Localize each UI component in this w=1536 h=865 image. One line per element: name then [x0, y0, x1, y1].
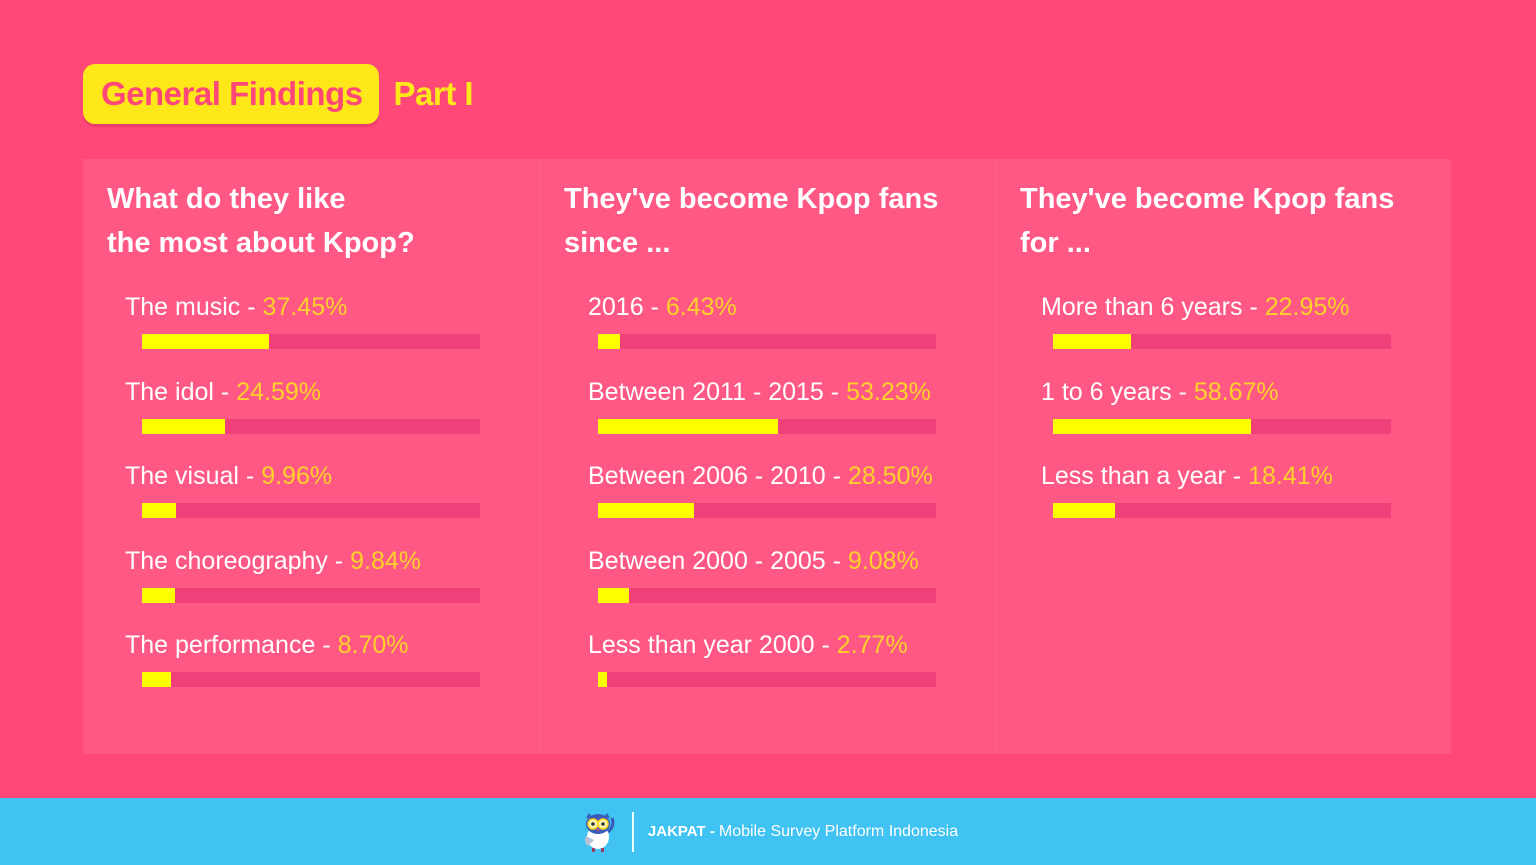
bar-track	[142, 672, 480, 687]
bar-item: The music - 37.45%	[125, 292, 525, 349]
bar-fill	[142, 334, 269, 349]
panel-fans-since: They've become Kpop fans since ... 2016 …	[539, 159, 995, 754]
bar-fill	[598, 419, 778, 434]
item-label: More than 6 years	[1041, 293, 1243, 321]
item-label: Less than year 2000	[588, 631, 815, 659]
bar-fill	[142, 503, 176, 518]
item-percent: 9.08%	[847, 547, 919, 575]
item-percent: 37.45%	[262, 293, 348, 321]
bar-fill	[142, 588, 176, 603]
item-label: Between 2000 - 2005	[588, 547, 826, 575]
owl-mascot-icon	[582, 810, 616, 854]
panel-fans-duration: They've become Kpop fans for ... More th…	[995, 159, 1451, 754]
item-percent: 24.59%	[236, 378, 321, 406]
bar-track	[1053, 503, 1391, 518]
item-percent: 53.23%	[846, 378, 931, 406]
slide-header: General Findings Part I	[83, 64, 474, 124]
bar-track	[1053, 334, 1391, 349]
bar-track	[598, 672, 936, 687]
bar-item: Less than a year - 18.41%	[1041, 461, 1441, 518]
item-percent: 6.43%	[665, 293, 737, 321]
bar-track	[598, 503, 936, 518]
item-label: 1 to 6 years	[1041, 378, 1172, 406]
bar-track	[598, 419, 936, 434]
footer-divider	[631, 811, 634, 852]
bar-item: The performance - 8.70%	[125, 630, 525, 687]
title-badge: General Findings	[83, 64, 379, 124]
bar-item: The idol - 24.59%	[125, 377, 525, 434]
bar-fill	[598, 503, 695, 518]
item-percent: 18.41%	[1248, 462, 1333, 490]
findings-panels: What do they like the most about Kpop? T…	[83, 159, 1452, 754]
bar-fill	[142, 672, 172, 687]
item-percent: 9.96%	[261, 462, 333, 490]
bar-track	[142, 334, 480, 349]
footer-bar: JAKPAT - Mobile Survey Platform Indonesi…	[0, 798, 1536, 865]
bar-track	[598, 334, 936, 349]
footer-tagline: Mobile Survey Platform Indonesia	[718, 822, 959, 840]
bar-item: Between 2006 - 2010 - 28.50%	[588, 461, 988, 518]
item-label: Less than a year	[1041, 462, 1226, 490]
bar-item: Between 2000 - 2005 - 9.08%	[588, 546, 988, 603]
item-label: 2016	[588, 293, 644, 321]
bar-fill	[598, 334, 620, 349]
panel-title: They've become Kpop fans for ...	[1020, 183, 1395, 259]
item-label: The idol	[125, 378, 214, 406]
bar-track	[1053, 419, 1391, 434]
item-percent: 28.50%	[847, 462, 933, 490]
item-label: Between 2011 - 2015	[588, 378, 824, 406]
panel-likes: What do they like the most about Kpop? T…	[83, 159, 539, 754]
bar-fill	[1053, 503, 1116, 518]
bar-item: 1 to 6 years - 58.67%	[1041, 377, 1441, 434]
item-percent: 22.95%	[1264, 293, 1350, 321]
panel-title: They've become Kpop fans since ...	[564, 183, 939, 259]
item-label: The visual	[125, 462, 239, 490]
item-label: The music	[125, 293, 241, 321]
bar-track	[142, 503, 480, 518]
item-percent: 2.77%	[836, 631, 908, 659]
item-percent: 8.70%	[337, 631, 409, 659]
item-percent: 58.67%	[1193, 378, 1279, 406]
title-part-label: Part I	[393, 75, 474, 112]
bar-fill	[142, 419, 226, 434]
bar-item: Between 2011 - 2015 - 53.23%	[588, 377, 988, 434]
bar-track	[142, 588, 480, 603]
bar-item: More than 6 years - 22.95%	[1041, 292, 1441, 349]
bar-item: The visual - 9.96%	[125, 461, 525, 518]
bar-fill	[598, 588, 629, 603]
bar-fill	[1053, 419, 1252, 434]
bar-track	[142, 419, 480, 434]
item-label: The performance	[125, 631, 316, 659]
item-percent: 9.84%	[350, 547, 422, 575]
bar-item: Less than year 2000 - 2.77%	[588, 630, 988, 687]
bar-item: 2016 - 6.43%	[588, 292, 988, 349]
item-label: Between 2006 - 2010	[588, 462, 826, 490]
bar-fill	[598, 672, 608, 687]
footer-brand: JAKPAT -	[647, 823, 715, 840]
panel-title: What do they like the most about Kpop?	[107, 183, 415, 259]
bar-track	[598, 588, 936, 603]
bar-item: The choreography - 9.84%	[125, 546, 525, 603]
item-label: The choreography	[125, 547, 328, 575]
bar-fill	[1053, 334, 1131, 349]
